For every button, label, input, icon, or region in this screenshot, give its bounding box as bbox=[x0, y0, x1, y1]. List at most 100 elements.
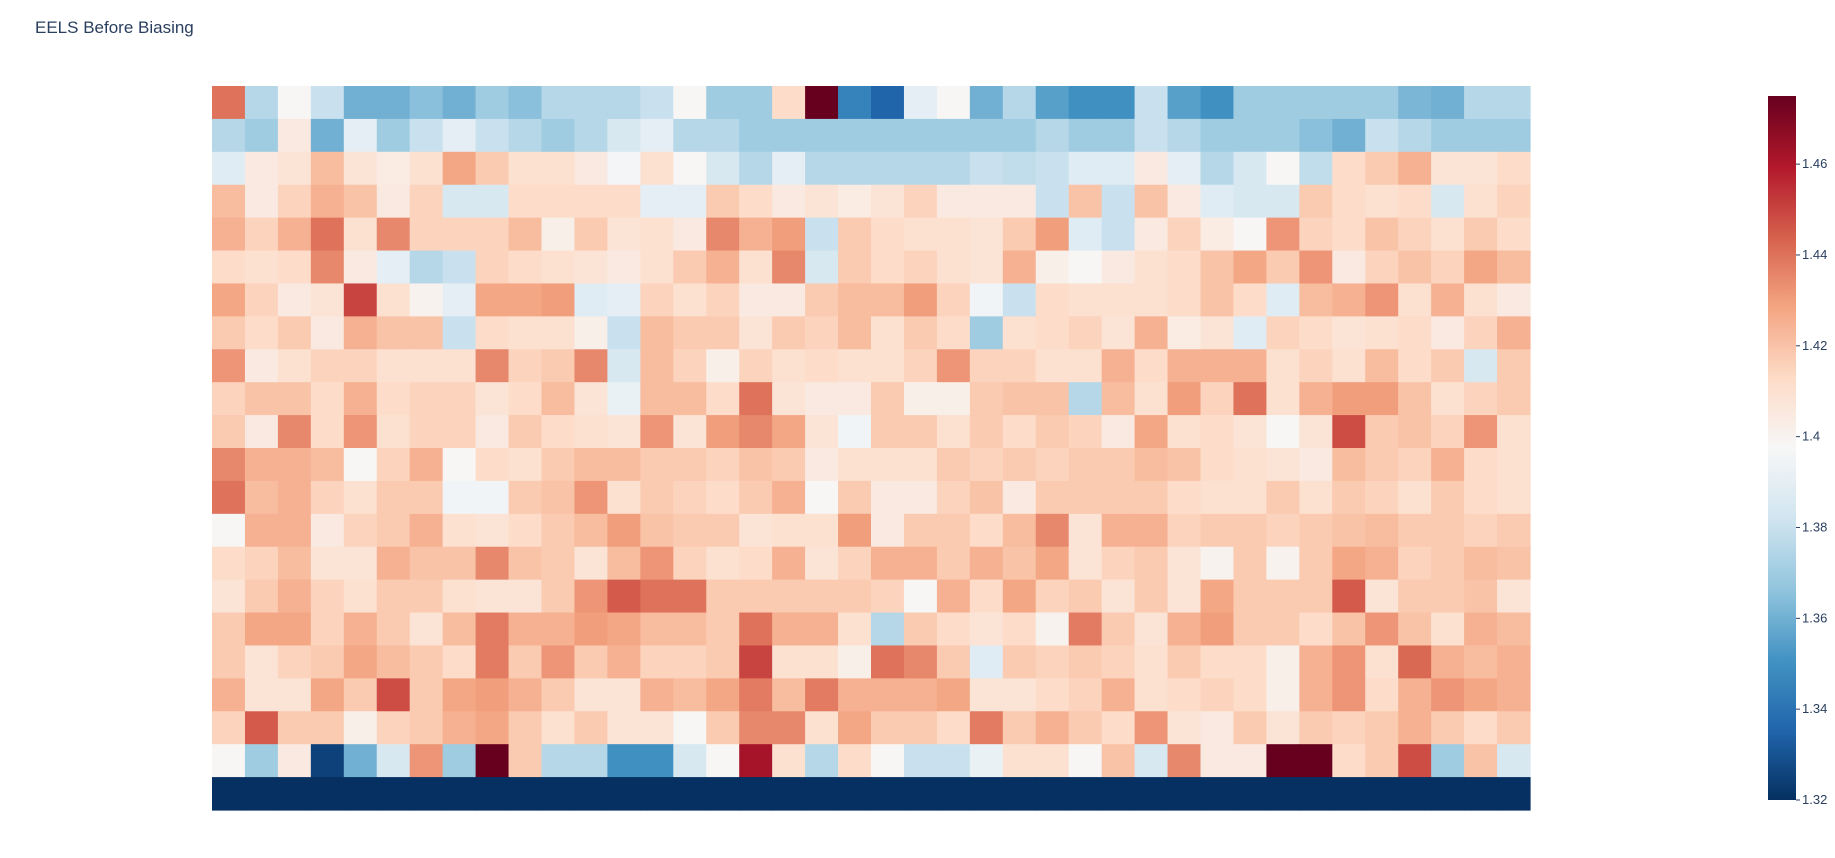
heatmap-cell bbox=[508, 612, 543, 647]
heatmap-cell bbox=[310, 678, 345, 712]
heatmap-cell bbox=[1134, 184, 1169, 219]
heatmap-cell bbox=[1233, 86, 1267, 120]
heatmap-cell bbox=[212, 448, 246, 482]
heatmap-cell bbox=[409, 546, 444, 581]
heatmap-cell bbox=[772, 480, 806, 515]
heatmap-cell bbox=[1497, 744, 1531, 778]
heatmap-cell bbox=[673, 283, 707, 317]
heatmap-cell bbox=[1068, 151, 1103, 186]
heatmap-cell bbox=[772, 217, 806, 252]
heatmap-cell bbox=[640, 777, 674, 811]
heatmap-cell bbox=[607, 513, 641, 548]
heatmap-cell bbox=[1068, 612, 1103, 647]
heatmap-cell bbox=[871, 349, 905, 383]
heatmap-cell bbox=[936, 382, 971, 416]
heatmap-cell bbox=[310, 744, 345, 778]
heatmap-cell bbox=[903, 744, 938, 778]
heatmap-cell bbox=[1134, 612, 1169, 647]
heatmap-cell bbox=[343, 612, 378, 647]
heatmap-cell bbox=[772, 415, 806, 449]
heatmap-cell bbox=[1299, 151, 1333, 186]
heatmap-cell bbox=[1365, 250, 1399, 285]
heatmap-cell bbox=[607, 349, 641, 383]
heatmap-cell bbox=[1233, 612, 1267, 647]
heatmap-cell bbox=[739, 645, 773, 679]
heatmap-cell bbox=[772, 250, 806, 285]
heatmap-cell bbox=[871, 217, 905, 252]
heatmap-cell bbox=[574, 349, 608, 383]
heatmap-cell bbox=[1398, 448, 1432, 482]
heatmap-cell bbox=[969, 316, 1004, 350]
heatmap-cell bbox=[244, 579, 279, 614]
heatmap-cell bbox=[409, 382, 444, 416]
heatmap-cell bbox=[343, 382, 378, 416]
heatmap-cell bbox=[574, 382, 608, 416]
heatmap-cell bbox=[1365, 382, 1399, 416]
heatmap-cell bbox=[903, 217, 938, 252]
heatmap-cell bbox=[871, 777, 905, 811]
heatmap-cell bbox=[574, 480, 608, 515]
heatmap-cell bbox=[1101, 777, 1136, 811]
heatmap-cell bbox=[1431, 283, 1465, 317]
heatmap-cell bbox=[607, 711, 641, 745]
heatmap-cell bbox=[1464, 250, 1498, 285]
heatmap-cell bbox=[640, 678, 674, 712]
heatmap-cell bbox=[244, 86, 279, 120]
heatmap-cell bbox=[969, 283, 1004, 317]
heatmap-cell bbox=[1464, 744, 1498, 778]
heatmap-cell bbox=[1002, 349, 1037, 383]
heatmap-cell bbox=[475, 283, 510, 317]
heatmap-cell bbox=[1035, 151, 1070, 186]
heatmap-cell bbox=[1398, 513, 1432, 548]
heatmap-cell bbox=[871, 283, 905, 317]
heatmap-cell bbox=[805, 86, 839, 120]
heatmap-cell bbox=[376, 217, 411, 252]
heatmap-cell bbox=[640, 612, 674, 647]
heatmap-cell bbox=[936, 86, 971, 120]
heatmap-cell bbox=[1266, 448, 1300, 482]
heatmap-cell bbox=[607, 579, 641, 614]
heatmap-cell bbox=[1233, 151, 1267, 186]
heatmap-cell bbox=[936, 777, 971, 811]
heatmap-cell bbox=[673, 118, 707, 153]
heatmap-cell bbox=[607, 250, 641, 285]
heatmap-cell bbox=[508, 316, 543, 350]
heatmap-cell bbox=[739, 612, 773, 647]
heatmap-cell bbox=[574, 283, 608, 317]
heatmap-cell bbox=[376, 678, 411, 712]
heatmap-cell bbox=[475, 744, 510, 778]
heatmap-cell bbox=[706, 86, 740, 120]
heatmap-cell bbox=[1299, 744, 1333, 778]
heatmap-cell bbox=[343, 480, 378, 515]
heatmap-cell bbox=[903, 711, 938, 745]
heatmap-cell bbox=[1332, 349, 1366, 383]
heatmap-cell bbox=[574, 86, 608, 120]
heatmap-cell bbox=[607, 744, 641, 778]
heatmap-cell bbox=[1233, 448, 1267, 482]
heatmap-cell bbox=[739, 678, 773, 712]
heatmap-cell bbox=[1497, 250, 1531, 285]
heatmap-cell bbox=[607, 86, 641, 120]
heatmap-cell bbox=[706, 678, 740, 712]
heatmap-cell bbox=[838, 349, 872, 383]
heatmap-cell bbox=[673, 316, 707, 350]
heatmap-cell bbox=[508, 217, 543, 252]
heatmap-cell bbox=[212, 217, 246, 252]
heatmap-cell bbox=[212, 711, 246, 745]
heatmap-cell bbox=[442, 316, 477, 350]
heatmap-cell bbox=[1101, 86, 1136, 120]
heatmap-cell bbox=[1299, 217, 1333, 252]
heatmap-cell bbox=[244, 678, 279, 712]
heatmap-cell bbox=[1365, 448, 1399, 482]
heatmap-cell bbox=[706, 513, 740, 548]
heatmap-cell bbox=[508, 184, 543, 219]
heatmap-cell bbox=[1101, 579, 1136, 614]
heatmap-cell bbox=[1431, 612, 1465, 647]
heatmap-cell bbox=[212, 777, 246, 811]
heatmap-cell bbox=[706, 448, 740, 482]
heatmap-cell bbox=[1002, 546, 1037, 581]
heatmap-cell bbox=[376, 777, 411, 811]
heatmap-cell bbox=[772, 513, 806, 548]
heatmap-cell bbox=[805, 217, 839, 252]
heatmap-cell bbox=[1200, 415, 1235, 449]
